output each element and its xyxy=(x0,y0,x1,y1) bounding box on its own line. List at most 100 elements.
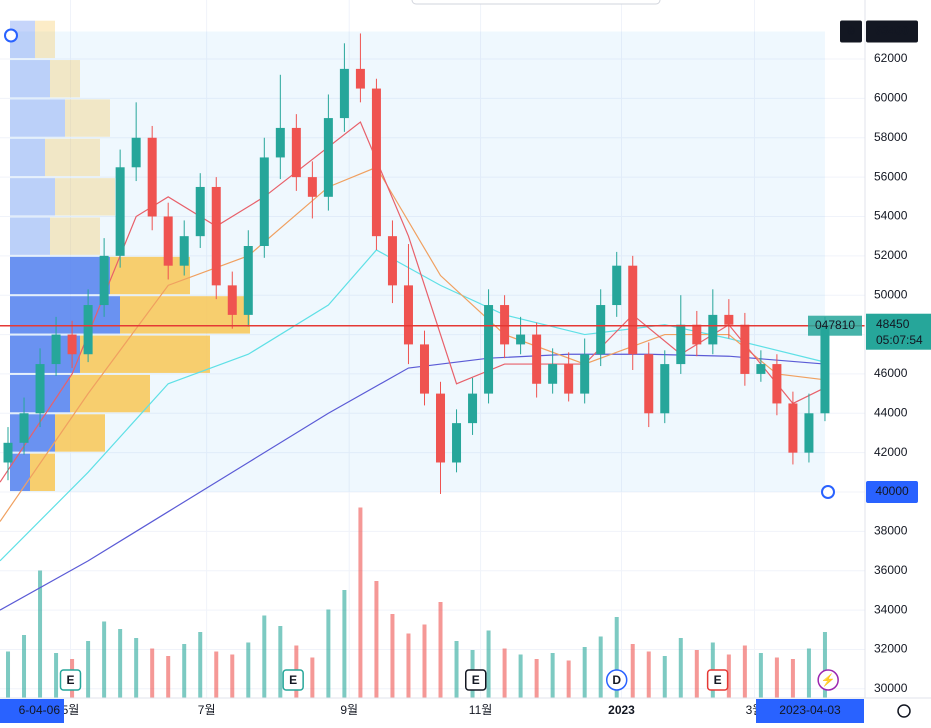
candle-body xyxy=(339,68,349,119)
y-tick-label: 52000 xyxy=(874,248,908,262)
candle-body xyxy=(516,334,526,345)
plot-area xyxy=(0,0,865,698)
candle-body xyxy=(115,167,125,256)
candle-body xyxy=(468,393,478,424)
volume-bar xyxy=(566,660,571,698)
candle-body xyxy=(99,255,109,306)
settings-button[interactable] xyxy=(897,704,911,718)
volume-bar xyxy=(22,635,27,698)
volume-bar xyxy=(422,624,427,698)
candle-body xyxy=(291,127,301,178)
candle-body xyxy=(403,285,413,345)
range-low-bg xyxy=(866,481,918,504)
line-label: 047810 xyxy=(815,318,855,332)
event-label: E xyxy=(66,673,74,687)
volume-bar xyxy=(518,654,523,698)
date-label-bg xyxy=(0,699,64,723)
x-tick-label: 11월 xyxy=(469,703,493,717)
overlay-layer: E E E D E ⚡ 047810 48450 05:07:54 63400 ⊕ 40000 6-04… xyxy=(0,20,931,723)
volume-bar xyxy=(806,648,811,698)
candle-body xyxy=(67,334,77,355)
event-marker[interactable]: E xyxy=(465,669,487,691)
candle-body xyxy=(227,285,237,315)
x-tick-label: 5월 xyxy=(62,703,80,717)
profile-down xyxy=(55,178,115,216)
y-tick-label: 50000 xyxy=(874,287,908,301)
volume-bar xyxy=(214,651,219,698)
candle-body xyxy=(259,157,269,247)
volume-bar xyxy=(438,602,443,698)
profile-down xyxy=(35,20,55,59)
profile-down xyxy=(110,256,190,295)
event-marker[interactable]: E xyxy=(706,669,729,691)
volume-bar xyxy=(726,654,731,698)
candle-body xyxy=(323,118,333,197)
line-label-bg xyxy=(808,315,862,336)
candle-body xyxy=(307,177,317,197)
candle-body xyxy=(532,334,542,384)
volume-bar xyxy=(374,581,379,698)
y-tick-label: 62000 xyxy=(874,51,908,65)
volume-bar xyxy=(742,645,747,698)
candle-body xyxy=(19,413,29,443)
event-marker[interactable]: ⚡ xyxy=(817,669,839,691)
volume-bar xyxy=(134,638,139,698)
candle-body xyxy=(692,324,702,345)
candle-body xyxy=(355,68,365,89)
volume-bar xyxy=(758,653,763,698)
plus-icon: ⊕ xyxy=(846,24,856,38)
date-start: 6-04-06 xyxy=(19,703,61,717)
volume-bar xyxy=(662,656,667,698)
y-tick-label: 38000 xyxy=(874,524,908,538)
y-tick-label: 30000 xyxy=(874,681,908,695)
event-badge xyxy=(817,669,839,691)
candle-body xyxy=(644,354,654,414)
y-tick-label: 32000 xyxy=(874,642,908,656)
event-badge xyxy=(706,669,729,691)
event-marker[interactable]: E xyxy=(282,669,304,691)
y-tick-label: 42000 xyxy=(874,445,908,459)
profile-up xyxy=(10,453,30,492)
candle-body xyxy=(147,137,157,217)
candle-body xyxy=(580,354,590,394)
candle-body xyxy=(548,364,558,384)
candle-body xyxy=(3,442,13,463)
volume-bar xyxy=(454,641,459,698)
event-badge xyxy=(465,669,487,691)
event-badge xyxy=(282,669,304,691)
y-tick-label: 44000 xyxy=(874,405,908,419)
candle-body xyxy=(788,403,798,453)
volume-bar xyxy=(550,653,555,698)
volume-bar xyxy=(262,615,267,698)
candle-body xyxy=(419,344,429,394)
event-badge xyxy=(605,669,628,691)
volume-bar xyxy=(582,647,587,698)
profile-down xyxy=(65,99,110,137)
volume-bar xyxy=(166,656,171,698)
y-tick-label: 56000 xyxy=(874,169,908,183)
candle-body xyxy=(387,236,397,286)
ma-line xyxy=(0,353,826,611)
event-marker[interactable]: D xyxy=(605,669,628,691)
volume-bar xyxy=(86,641,91,698)
date-end: 2023-04-03 xyxy=(779,703,841,717)
candle-body xyxy=(51,334,61,365)
candle-body xyxy=(195,186,205,237)
volume-bar xyxy=(54,653,59,698)
volume-bar xyxy=(198,632,203,698)
event-label: D xyxy=(612,673,621,687)
toolbar[interactable] xyxy=(411,0,661,5)
y-tick-label: 60000 xyxy=(874,91,908,105)
event-marker[interactable]: E xyxy=(59,669,82,691)
candle-body xyxy=(83,305,93,355)
event-label: ⚡ xyxy=(821,673,836,687)
profile-down xyxy=(45,138,100,177)
volume-bar xyxy=(774,657,779,698)
volume-bar xyxy=(230,654,235,698)
volume-bar xyxy=(646,651,651,698)
y-tick-label: 36000 xyxy=(874,563,908,577)
crosshair-price: 63400 xyxy=(875,24,909,38)
candle-body xyxy=(211,186,221,286)
candle-body xyxy=(131,137,141,168)
candle-body xyxy=(371,88,381,237)
